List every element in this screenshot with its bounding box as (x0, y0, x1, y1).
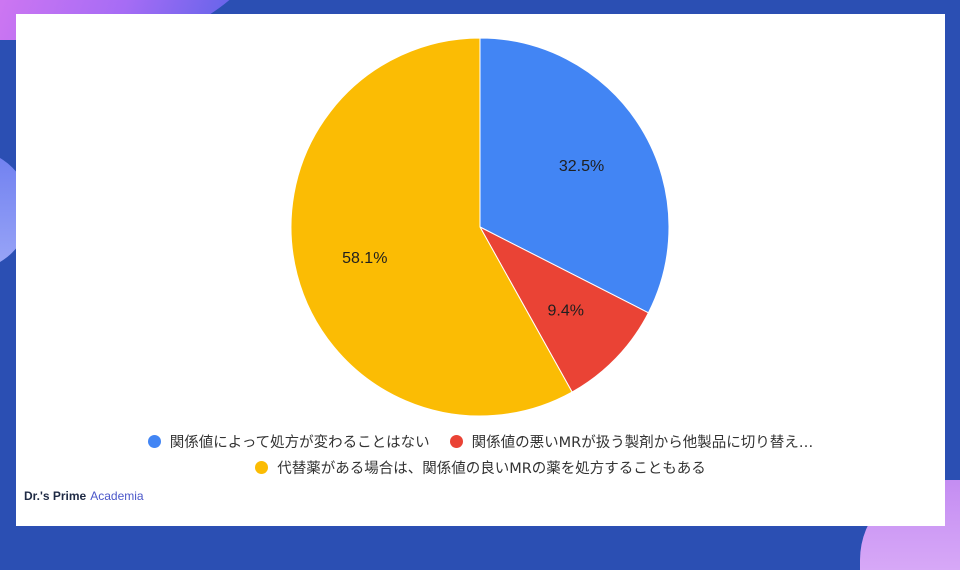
pie-slice-prefer-good-mr (290, 37, 573, 417)
legend-row-2: 代替薬がある場合は、関係値の良いMRの薬を処方することもある (16, 454, 945, 480)
slice-percent-label: 9.4% (548, 303, 584, 320)
pie-slice-switch-products (478, 225, 650, 393)
brand-name: Dr.'s Prime (24, 489, 87, 503)
legend-swatch-yellow (255, 460, 269, 474)
chart-legend: 関係値によって処方が変わることはない 関係値の悪いMRが扱う製剤から他製品に切り… (16, 428, 945, 480)
legend-item-prefer-good-mr: 代替薬がある場合は、関係値の良いMRの薬を処方することもある (255, 457, 706, 478)
legend-label: 代替薬がある場合は、関係値の良いMRの薬を処方することもある (277, 460, 706, 477)
legend-item-switch-products: 関係値の悪いMRが扱う製剤から他製品に切り替え… (449, 431, 814, 452)
legend-label: 関係値の悪いMRが扱う製剤から他製品に切り替え… (471, 434, 814, 451)
legend-swatch-blue (147, 434, 161, 448)
pie-chart: 32.5% 9.4% 58.1% (290, 37, 670, 417)
brand-logo: Dr.'s Prime Academia (24, 489, 144, 503)
slice-percent-label: 58.1% (342, 250, 387, 267)
legend-swatch-red (449, 434, 463, 448)
legend-row-1: 関係値によって処方が変わることはない 関係値の悪いMRが扱う製剤から他製品に切り… (16, 428, 945, 454)
brand-suffix: Academia (90, 489, 144, 503)
slice-percent-label: 32.5% (559, 158, 604, 175)
legend-item-no-change: 関係値によって処方が変わることはない (147, 431, 430, 452)
legend-label: 関係値によって処方が変わることはない (169, 434, 430, 451)
pie-slice-no-change (479, 37, 670, 314)
slide-card: 32.5% 9.4% 58.1% 関係値によって処方が変わることはない 関係値の悪い… (16, 14, 945, 526)
